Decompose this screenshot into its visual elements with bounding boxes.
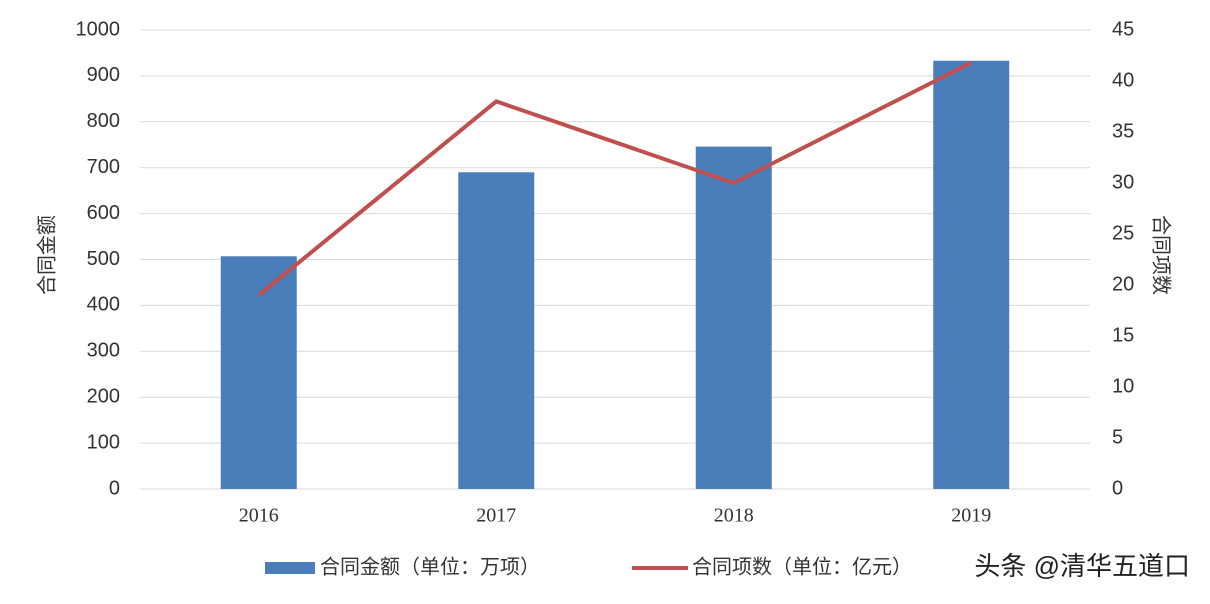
y-tick-label: 100 — [87, 431, 120, 453]
x-tick-label: 2016 — [239, 505, 279, 527]
legend-label: 合同金额（单位：万项） — [320, 555, 540, 578]
x-tick-label: 2019 — [951, 505, 991, 527]
y-tick-label: 600 — [87, 202, 120, 224]
y2-tick-label: 45 — [1112, 18, 1134, 40]
x-tick-label: 2018 — [714, 505, 754, 527]
y2-tick-label: 15 — [1112, 324, 1134, 346]
y2-axis-title: 合同项数 — [1150, 215, 1173, 295]
watermark: 头条 @清华五道口 — [974, 551, 1190, 581]
line — [257, 60, 973, 297]
bar — [695, 146, 772, 489]
y2-tick-label: 30 — [1112, 171, 1134, 193]
y-tick-label: 300 — [87, 340, 120, 362]
y2-tick-label: 0 — [1112, 477, 1123, 499]
bar — [458, 172, 535, 490]
y-tick-label: 400 — [87, 294, 120, 316]
y2-tick-label: 10 — [1112, 375, 1134, 397]
y2-tick-label: 20 — [1112, 273, 1134, 295]
x-tick-label: 2017 — [476, 505, 516, 527]
legend-swatch — [265, 562, 315, 574]
y-tick-label: 900 — [87, 64, 120, 86]
bar — [933, 60, 1010, 490]
y-tick-label: 800 — [87, 110, 120, 132]
y-tick-label: 500 — [87, 248, 120, 270]
y-axis-title: 合同金额 — [35, 215, 58, 295]
y-tick-label: 1000 — [76, 18, 121, 40]
y-tick-label: 0 — [109, 477, 120, 499]
y-tick-label: 200 — [87, 385, 120, 407]
y2-tick-label: 25 — [1112, 222, 1134, 244]
bar — [220, 256, 297, 489]
legend-label: 合同项数（单位：亿元） — [692, 555, 912, 578]
y2-tick-label: 35 — [1112, 120, 1134, 142]
y2-tick-label: 5 — [1112, 426, 1123, 448]
y-tick-label: 700 — [87, 156, 120, 178]
y2-tick-label: 40 — [1112, 69, 1134, 91]
